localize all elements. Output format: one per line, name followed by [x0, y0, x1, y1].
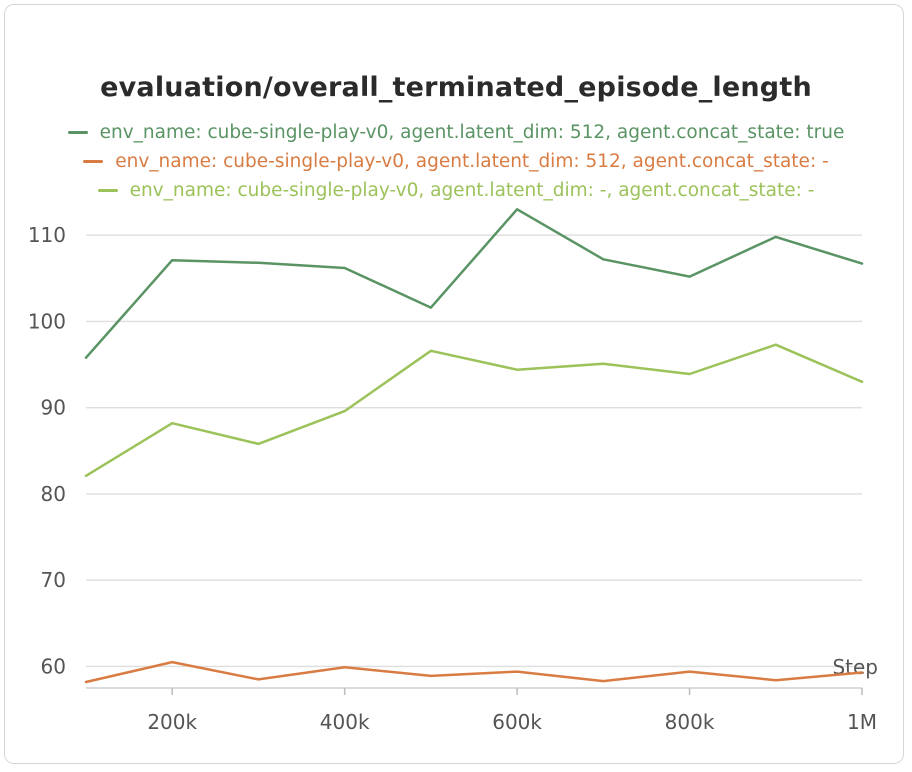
x-tick-label: 200k — [147, 710, 197, 734]
y-tick-label: 90 — [41, 396, 66, 420]
legend-item[interactable]: env_name: cube-single-play-v0, agent.lat… — [0, 147, 912, 176]
series-line[interactable] — [84, 343, 864, 478]
series-line[interactable] — [84, 208, 864, 359]
series-line[interactable] — [84, 660, 864, 684]
y-tick-label: 70 — [41, 568, 66, 592]
x-tick-label: 600k — [492, 710, 542, 734]
legend-swatch — [97, 188, 118, 193]
y-tick-label: 110 — [28, 223, 66, 247]
x-tick-label: 400k — [320, 710, 370, 734]
chart-title: evaluation/overall_terminated_episode_le… — [100, 72, 812, 103]
legend-swatch — [67, 130, 88, 135]
x-tick-label: 1M — [847, 710, 877, 734]
x-tick-label: 800k — [665, 710, 715, 734]
legend-label: env_name: cube-single-play-v0, agent.lat… — [129, 180, 815, 201]
legend-item[interactable]: env_name: cube-single-play-v0, agent.lat… — [0, 118, 912, 147]
legend-label: env_name: cube-single-play-v0, agent.lat… — [99, 122, 845, 143]
y-tick-label: 80 — [41, 482, 66, 506]
y-tick-label: 100 — [28, 309, 66, 333]
chart-panel — [4, 4, 904, 764]
legend-swatch — [83, 159, 104, 164]
legend-label: env_name: cube-single-play-v0, agent.lat… — [115, 151, 829, 172]
chart-legend: env_name: cube-single-play-v0, agent.lat… — [0, 118, 912, 205]
y-tick-label: 60 — [41, 654, 66, 678]
legend-item[interactable]: env_name: cube-single-play-v0, agent.lat… — [0, 176, 912, 205]
